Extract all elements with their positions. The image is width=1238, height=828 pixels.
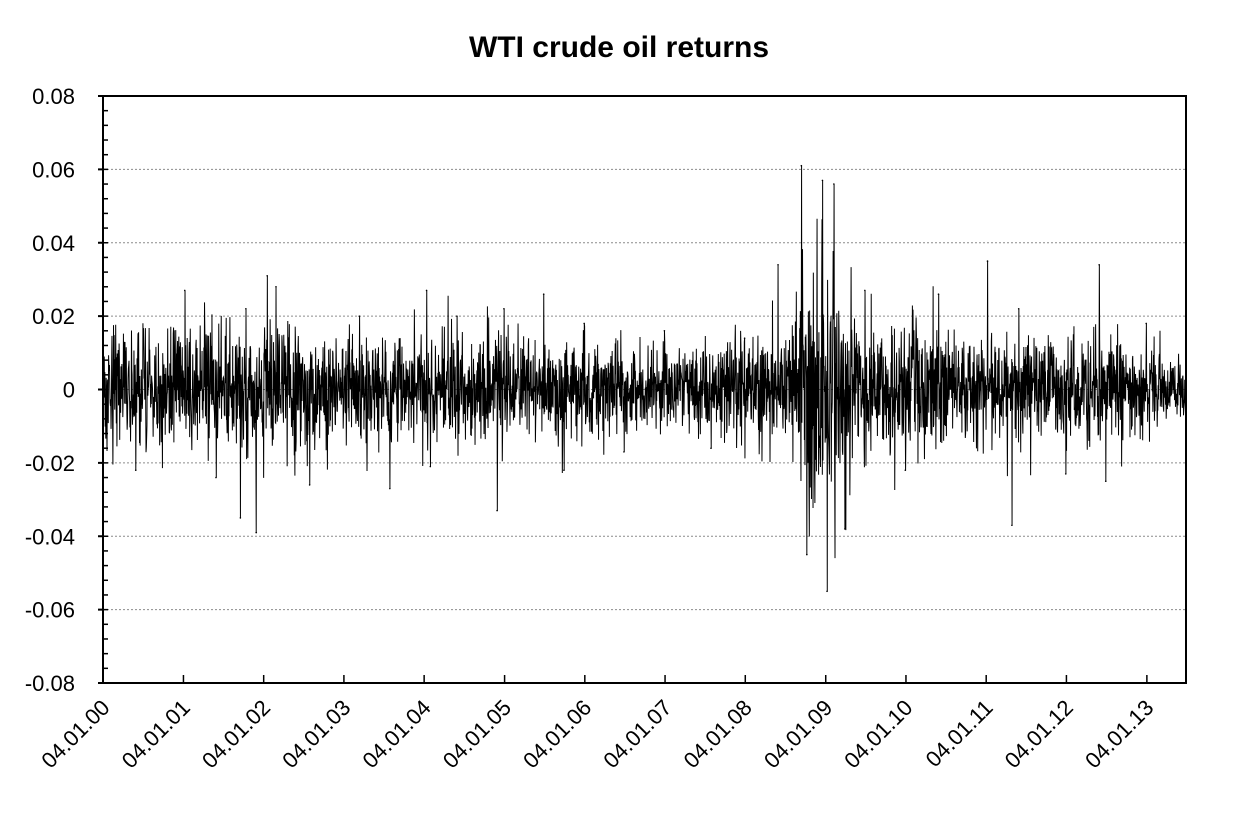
- data-point: [743, 337, 746, 339]
- x-tick-label: 04.01.12: [1000, 695, 1078, 773]
- x-tick-label: 04.01.06: [518, 695, 596, 773]
- data-point: [239, 517, 242, 519]
- data-point: [266, 274, 268, 277]
- y-axis: 0.08 0.06 0.04 0.02 0 -0.02 -0.04 -0.06 -0.08: [25, 84, 108, 696]
- data-point: [563, 469, 565, 472]
- x-tick-label: 04.01.05: [438, 695, 516, 773]
- data-point: [583, 322, 585, 325]
- data-point: [904, 469, 907, 472]
- x-tick-label: 04.01.00: [36, 695, 114, 773]
- data-point: [245, 307, 247, 310]
- x-tick-label: 04.01.04: [357, 695, 435, 773]
- data-point: [826, 590, 828, 593]
- data-point: [1064, 473, 1067, 475]
- x-tick-label: 04.01.01: [117, 695, 195, 773]
- data-point: [806, 553, 808, 556]
- data-point: [800, 164, 803, 167]
- x-tick-label: 04.01.13: [1080, 695, 1158, 773]
- data-point: [710, 447, 712, 450]
- x-tick-label: 04.01.02: [197, 695, 275, 773]
- data-point: [183, 289, 186, 292]
- data-point: [623, 451, 625, 453]
- y-tick-label: 0: [63, 378, 75, 403]
- data-point: [663, 330, 666, 332]
- data-point: [1017, 307, 1020, 310]
- y-tick-label: -0.02: [25, 451, 75, 476]
- y-tick-label: 0.02: [32, 304, 75, 329]
- data-point: [986, 260, 989, 262]
- y-tick-label: 0.08: [32, 84, 75, 109]
- data-point: [389, 487, 391, 490]
- data-point: [134, 469, 137, 472]
- data-point: [1011, 524, 1013, 527]
- data-point: [215, 476, 217, 479]
- y-tick-label: -0.06: [25, 598, 75, 623]
- data-point: [833, 183, 835, 185]
- data-point: [503, 307, 505, 310]
- y-tick-label: -0.08: [25, 671, 75, 696]
- returns-series-line: [102, 165, 1187, 592]
- chart-title: WTI crude oil returns: [469, 31, 769, 64]
- data-point: [308, 484, 311, 486]
- data-point: [1145, 322, 1148, 325]
- data-point: [425, 289, 428, 292]
- data-point: [937, 293, 940, 295]
- x-tick-label: 04.01.11: [921, 695, 998, 772]
- data-point: [456, 315, 458, 317]
- x-tick-label: 04.01.09: [759, 695, 837, 773]
- data-point: [542, 293, 545, 295]
- data-point: [496, 509, 498, 512]
- x-axis: 04.01.00 04.01.01 04.01.02 04.01.03 04.01.04…: [36, 675, 1158, 773]
- data-point: [255, 531, 258, 534]
- y-tick-label: 0.06: [32, 157, 75, 182]
- data-point: [821, 179, 824, 182]
- x-tick-label: 04.01.08: [679, 695, 757, 773]
- x-tick-label: 04.01.07: [598, 695, 676, 773]
- series-layer: [102, 164, 1187, 593]
- data-point: [777, 263, 779, 266]
- y-tick-label: 0.04: [32, 231, 75, 256]
- data-point: [429, 465, 432, 468]
- data-point: [844, 528, 846, 530]
- data-point: [275, 285, 277, 288]
- x-tick-label: 04.01.10: [839, 695, 917, 773]
- data-point: [864, 289, 866, 292]
- x-tick-label: 04.01.03: [277, 695, 355, 773]
- data-point: [1104, 480, 1107, 483]
- y-tick-label: -0.04: [25, 524, 75, 549]
- data-point: [1098, 263, 1100, 266]
- data-point: [358, 315, 361, 317]
